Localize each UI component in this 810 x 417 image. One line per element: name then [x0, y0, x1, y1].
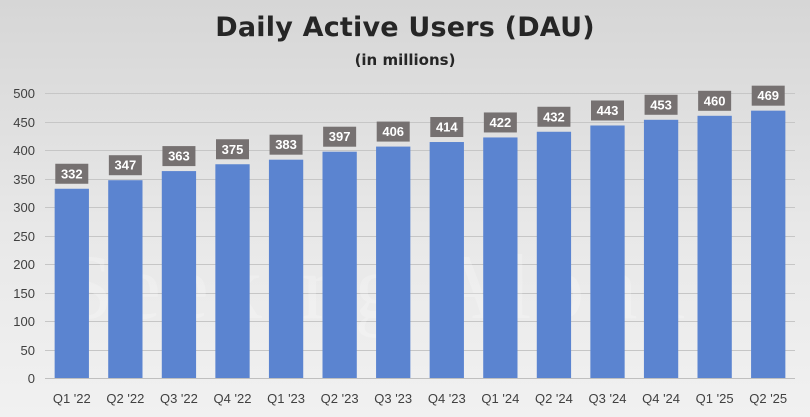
x-tick-label: Q1 '22 — [53, 391, 91, 406]
data-label: 414 — [436, 120, 458, 135]
x-tick-label: Q3 '22 — [160, 391, 198, 406]
y-tick-label: 450 — [13, 115, 35, 130]
data-label-box — [430, 117, 464, 138]
bar — [643, 119, 679, 378]
y-tick-label: 150 — [13, 286, 35, 301]
chart-subtitle: (in millions) — [354, 51, 456, 69]
data-label: 453 — [650, 97, 672, 112]
x-tick-label: Q4 '23 — [428, 391, 466, 406]
data-label-box — [162, 146, 196, 167]
bar — [429, 142, 464, 378]
x-tick-label: Q1 '23 — [267, 391, 305, 406]
data-label: 332 — [61, 166, 83, 181]
x-tick-label: Q1 '25 — [696, 391, 734, 406]
bar — [108, 180, 143, 378]
data-label-box — [376, 121, 410, 142]
bar — [697, 115, 732, 379]
x-tick-label: Q1 '24 — [481, 391, 519, 406]
data-label: 375 — [222, 142, 244, 157]
bar — [215, 164, 250, 378]
bar — [54, 188, 89, 378]
data-label-box — [644, 94, 678, 115]
data-label-box — [55, 163, 89, 184]
x-tick-label: Q2 '22 — [106, 391, 144, 406]
data-label: 422 — [490, 115, 512, 130]
data-label: 383 — [275, 137, 297, 152]
y-tick-label: 500 — [13, 86, 35, 101]
y-tick-label: 300 — [13, 200, 35, 215]
x-tick-label: Q4 '22 — [214, 391, 252, 406]
x-tick-label: Q2 '24 — [535, 391, 573, 406]
data-label: 406 — [382, 124, 404, 139]
data-label: 432 — [543, 109, 565, 124]
y-tick-label: 250 — [13, 229, 35, 244]
data-label-box — [591, 100, 624, 121]
x-tick-label: Q2 '25 — [749, 391, 787, 406]
data-label-box — [216, 139, 249, 160]
data-label-box — [269, 134, 303, 155]
data-label-box — [483, 112, 517, 133]
bar — [161, 171, 197, 378]
data-label: 469 — [757, 88, 779, 103]
y-tick-label: 100 — [13, 314, 35, 329]
data-label-box — [698, 90, 732, 111]
chart-title: Daily Active Users (DAU) — [215, 12, 595, 43]
data-label-box — [537, 106, 571, 127]
x-tick-label: Q2 '23 — [321, 391, 359, 406]
y-tick-label: 200 — [13, 257, 35, 272]
y-tick-label: 50 — [21, 343, 35, 358]
data-label: 363 — [168, 149, 190, 164]
data-label: 460 — [704, 93, 726, 108]
bar — [536, 131, 572, 378]
data-label: 347 — [115, 158, 137, 173]
data-label: 397 — [329, 129, 351, 144]
bar — [268, 159, 304, 378]
bar — [483, 137, 518, 378]
bar — [751, 110, 786, 379]
data-label-box — [108, 155, 142, 176]
bar — [376, 146, 411, 378]
y-tick-label: 350 — [13, 172, 35, 187]
data-label-box — [323, 126, 357, 147]
bar — [590, 125, 625, 379]
x-tick-label: Q3 '23 — [374, 391, 412, 406]
bar — [322, 151, 357, 378]
x-tick-label: Q3 '24 — [589, 391, 627, 406]
y-tick-label: 400 — [13, 143, 35, 158]
x-tick-label: Q4 '24 — [642, 391, 680, 406]
data-label-box — [751, 85, 785, 106]
y-tick-label: 0 — [28, 371, 35, 386]
data-label: 443 — [597, 103, 619, 118]
